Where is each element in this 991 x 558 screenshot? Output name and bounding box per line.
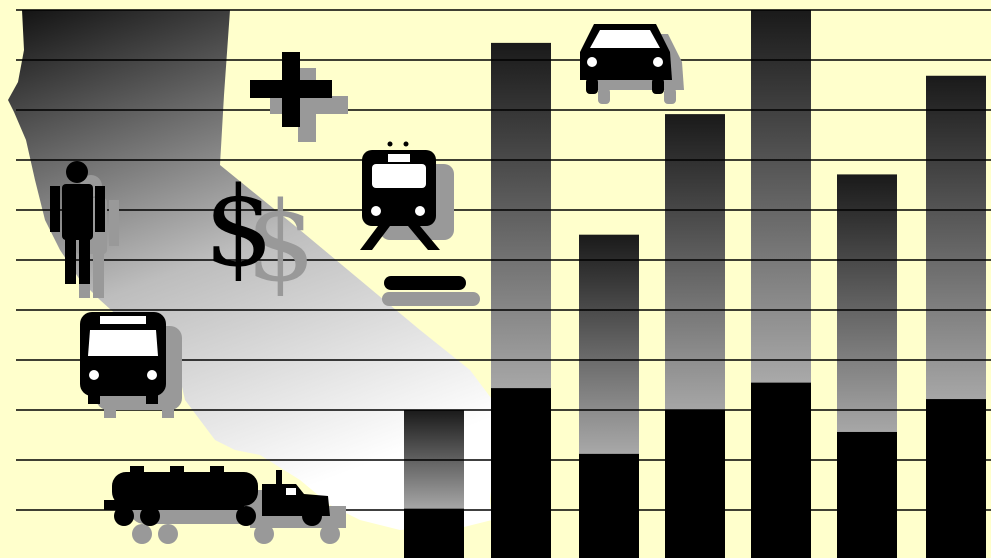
california-map-icon xyxy=(8,10,500,535)
solid-bar-7 xyxy=(926,399,986,558)
train-icon xyxy=(360,141,480,306)
svg-text:$: $ xyxy=(204,163,274,291)
bar-group xyxy=(404,10,986,558)
plus-icon xyxy=(250,52,348,142)
person-icon xyxy=(50,161,119,298)
solid-bar-6 xyxy=(837,431,897,558)
bus-icon xyxy=(80,312,182,418)
dollar-sign-icon: $ $ xyxy=(204,163,316,306)
svg-text:$: $ xyxy=(246,178,316,306)
tanker-truck-icon xyxy=(104,466,346,544)
solid-bar-2 xyxy=(491,388,551,558)
solid-bar-4 xyxy=(665,410,725,558)
solid-bar-3 xyxy=(579,453,639,558)
car-icon xyxy=(580,24,684,104)
solid-bar-5 xyxy=(751,382,811,558)
solid-bar-1 xyxy=(404,508,464,558)
